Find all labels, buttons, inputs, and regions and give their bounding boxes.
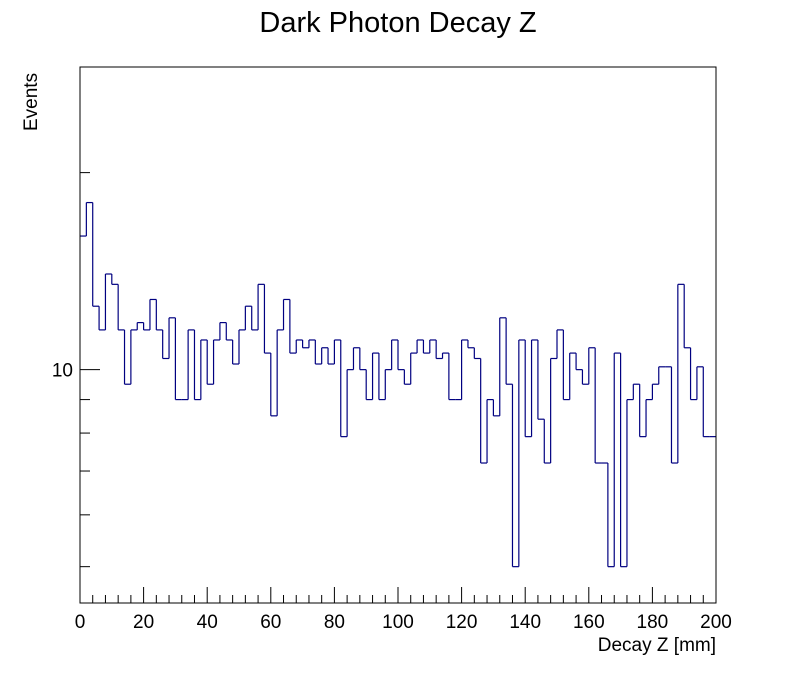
x-axis-label: Decay Z [mm] [598, 635, 716, 656]
x-tick-label: 40 [197, 612, 218, 633]
chart-title: Dark Photon Decay Z [259, 7, 536, 39]
x-tick-label: 160 [573, 612, 605, 633]
x-tick-label: 180 [637, 612, 669, 633]
axis-ticks: 0 20 40 60 80 100 120 140 160 180 200 10 [52, 172, 732, 633]
plot-frame [79, 66, 717, 604]
x-tick-label: 80 [324, 612, 345, 633]
x-tick-label: 0 [75, 612, 86, 633]
x-tick-label: 100 [382, 612, 414, 633]
x-tick-label: 140 [509, 612, 541, 633]
x-tick-label: 120 [446, 612, 478, 633]
y-axis-label: Events [21, 73, 42, 131]
x-tick-label: 20 [133, 612, 154, 633]
y-tick-label: 10 [52, 361, 73, 382]
histogram-bins [80, 201, 716, 568]
x-tick-label: 60 [260, 612, 281, 633]
x-tick-label: 200 [700, 612, 732, 633]
